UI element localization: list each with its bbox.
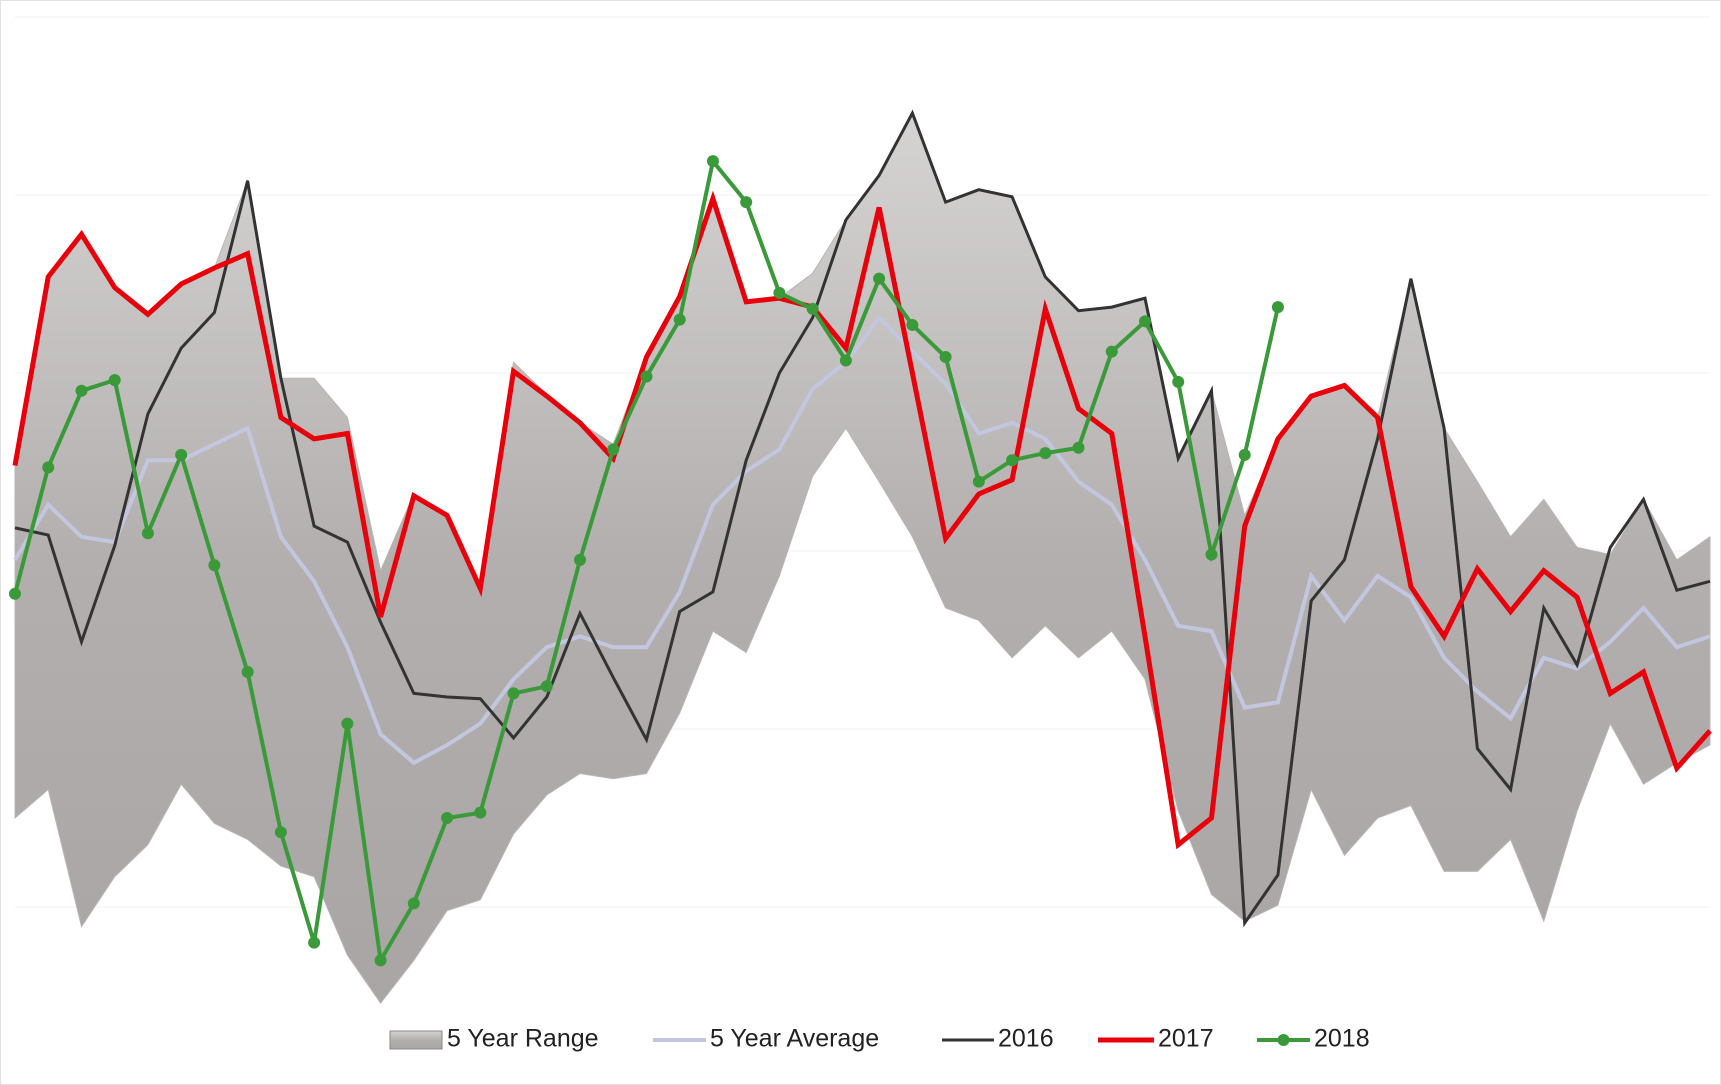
legend-label: 2016 (998, 1025, 1054, 1053)
point (241, 666, 254, 679)
point (1238, 448, 1251, 461)
series-line (12, 190, 1712, 850)
point (441, 812, 454, 824)
legend-swatch (389, 1030, 443, 1050)
point (175, 448, 188, 461)
point (507, 687, 520, 700)
point (640, 370, 653, 383)
point (1139, 315, 1151, 328)
point (673, 313, 686, 326)
point (374, 954, 387, 967)
point (706, 155, 719, 168)
point (42, 461, 55, 474)
legend-label: 5 Year Average (710, 1025, 879, 1053)
point (839, 354, 852, 367)
point (607, 443, 620, 456)
point (574, 553, 586, 566)
point (1271, 301, 1284, 314)
point (806, 302, 819, 315)
series-line (13, 314, 1711, 766)
point (9, 587, 21, 600)
point (906, 318, 919, 331)
point (740, 196, 753, 209)
point (939, 350, 952, 363)
point (1072, 441, 1085, 454)
point (1039, 447, 1052, 460)
point (308, 936, 321, 949)
legend-label: 5 Year Range (447, 1025, 599, 1053)
point (1105, 345, 1118, 358)
point (540, 680, 553, 693)
point (75, 384, 88, 397)
point (208, 559, 221, 572)
point (108, 374, 121, 387)
series-line (14, 109, 1711, 928)
point (407, 897, 420, 910)
point (1205, 548, 1218, 561)
point (1172, 375, 1185, 388)
range-area (14, 111, 1711, 1004)
point (341, 717, 354, 730)
point (1006, 454, 1019, 467)
point (141, 527, 154, 540)
legend-label: 2018 (1314, 1025, 1370, 1053)
point (274, 826, 287, 839)
point (773, 286, 786, 299)
point (873, 272, 886, 285)
point (972, 475, 985, 488)
point (474, 806, 487, 819)
legend-marker (1277, 1034, 1290, 1046)
legend-label: 2017 (1158, 1025, 1214, 1053)
